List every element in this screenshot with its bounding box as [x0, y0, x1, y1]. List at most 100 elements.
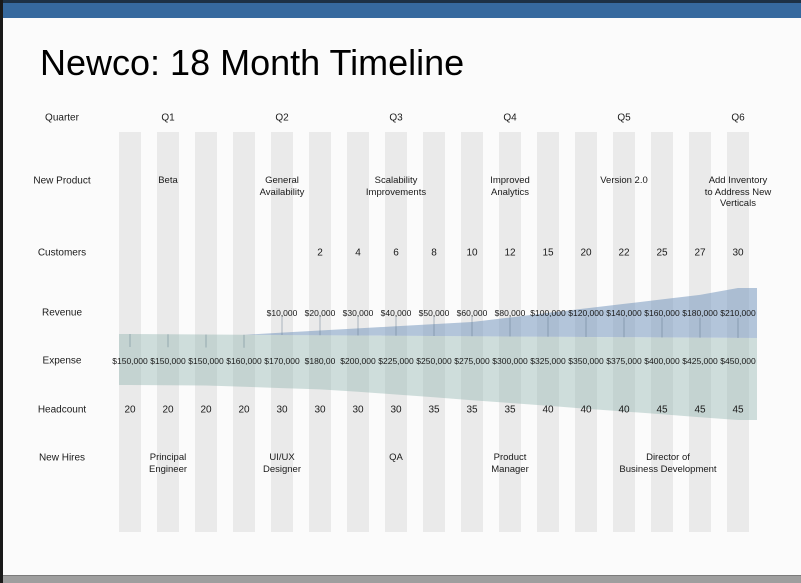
- customers-value: 10: [466, 247, 478, 259]
- expense-value: $200,000: [340, 356, 376, 366]
- month-column-bar: [119, 132, 141, 532]
- customers-value: 4: [355, 247, 361, 259]
- expense-value: $225,000: [378, 356, 414, 366]
- new-hire-line: Director of: [646, 452, 690, 463]
- expense-value: $400,000: [644, 356, 680, 366]
- headcount-value: 40: [542, 404, 554, 416]
- revenue-value: $20,000: [304, 308, 336, 318]
- headcount-value: 30: [314, 404, 326, 416]
- new-product-milestone: Version 2.0: [569, 175, 679, 187]
- headcount-value: 40: [618, 404, 630, 416]
- quarter-label: Q5: [617, 112, 631, 124]
- customers-value: 12: [504, 247, 516, 259]
- expense-value: $250,000: [416, 356, 452, 366]
- customers-value: 8: [431, 247, 437, 259]
- row-label-customers: Customers: [37, 247, 87, 259]
- new-hire-line: Designer: [262, 463, 302, 475]
- headcount-value: 40: [580, 404, 592, 416]
- row-label-product: New Product: [33, 175, 91, 187]
- new-hire-line: Manager: [491, 463, 529, 475]
- expense-value: $375,000: [606, 356, 642, 366]
- row-label-quarter: Quarter: [45, 112, 79, 124]
- new-product-milestone: Beta: [113, 175, 223, 187]
- new-product-milestone: Improved Analytics: [455, 175, 565, 198]
- new-hire-line: Product: [493, 452, 527, 463]
- new-product-milestone-line: Analytics: [490, 186, 529, 198]
- new-hire-line: QA: [389, 452, 403, 463]
- revenue-value: $180,000: [682, 308, 718, 318]
- customers-value: 30: [732, 247, 744, 259]
- headcount-value: 45: [694, 404, 706, 416]
- quarter-label: Q6: [731, 112, 745, 124]
- new-product-milestone-line: General: [265, 175, 299, 186]
- month-column-bar: [575, 132, 597, 532]
- quarter-label: Q2: [275, 112, 289, 124]
- revenue-value: $10,000: [266, 308, 298, 318]
- revenue-value: $210,000: [720, 308, 756, 318]
- customers-value: 27: [694, 247, 706, 259]
- month-column-bar: [157, 132, 179, 532]
- headcount-value: 35: [466, 404, 478, 416]
- customers-value: 22: [618, 247, 630, 259]
- new-hire: Director of Business Development: [608, 452, 728, 475]
- new-hire-line: Engineer: [148, 463, 188, 475]
- customers-value: 15: [542, 247, 554, 259]
- slide-left-border: [0, 0, 3, 583]
- headcount-value: 30: [276, 404, 288, 416]
- revenue-value: $160,000: [644, 308, 680, 318]
- row-label-revenue: Revenue: [41, 307, 83, 319]
- quarter-label: Q1: [161, 112, 175, 124]
- headcount-value: 35: [504, 404, 516, 416]
- new-hire: UI/UX Designer: [222, 452, 342, 475]
- expense-value: $180,00: [304, 356, 336, 366]
- new-hire-line: Business Development: [619, 463, 717, 475]
- expense-value: $150,000: [112, 356, 148, 366]
- revenue-value: $50,000: [418, 308, 450, 318]
- new-product-milestone-line: Add Inventory: [708, 175, 768, 186]
- new-product-milestone-line: Availability: [259, 186, 305, 198]
- customers-value: 20: [580, 247, 592, 259]
- customers-value: 6: [393, 247, 399, 259]
- expense-value: $160,000: [226, 356, 262, 366]
- revenue-value: $60,000: [456, 308, 488, 318]
- new-product-milestone: Add Inventory to Address New Verticals: [683, 175, 793, 210]
- revenue-value: $100,000: [530, 308, 566, 318]
- row-label-expense: Expense: [42, 355, 82, 367]
- headcount-value: 20: [124, 404, 136, 416]
- new-product-milestone: General Availability: [227, 175, 337, 198]
- expense-value: $275,000: [454, 356, 490, 366]
- month-column-bar: [195, 132, 217, 532]
- slide-footer-bar: [0, 575, 801, 583]
- new-product-milestone-line: Improved: [490, 175, 530, 186]
- new-hire-line: Principal: [149, 452, 187, 463]
- new-product-milestone-line: Version 2.0: [600, 175, 648, 186]
- headcount-value: 20: [200, 404, 212, 416]
- headcount-value: 45: [732, 404, 744, 416]
- revenue-value: $120,000: [568, 308, 604, 318]
- new-product-milestone-line: Scalability: [374, 175, 418, 186]
- quarter-label: Q4: [503, 112, 517, 124]
- expense-value: $170,000: [264, 356, 300, 366]
- headcount-value: 30: [390, 404, 402, 416]
- revenue-value: $140,000: [606, 308, 642, 318]
- headcount-value: 20: [238, 404, 250, 416]
- quarter-label: Q3: [389, 112, 403, 124]
- revenue-value: $30,000: [342, 308, 374, 318]
- new-product-milestone: Scalability Improvements: [341, 175, 451, 198]
- new-product-milestone-line: to Address New: [704, 186, 772, 198]
- new-product-milestone-line: Verticals: [720, 198, 756, 209]
- headcount-value: 30: [352, 404, 364, 416]
- new-product-milestone-line: Beta: [158, 175, 178, 186]
- new-hire: Product Manager: [450, 452, 570, 475]
- revenue-value: $40,000: [380, 308, 412, 318]
- expense-value: $150,000: [188, 356, 224, 366]
- slide-title: Newco: 18 Month Timeline: [40, 42, 465, 83]
- expense-value: $325,000: [530, 356, 566, 366]
- new-hire: QA: [336, 452, 456, 464]
- slide-top-accent-bar: [3, 0, 801, 18]
- new-hire-line: UI/UX: [269, 452, 295, 463]
- new-hire: Principal Engineer: [108, 452, 228, 475]
- headcount-value: 45: [656, 404, 668, 416]
- headcount-value: 20: [162, 404, 174, 416]
